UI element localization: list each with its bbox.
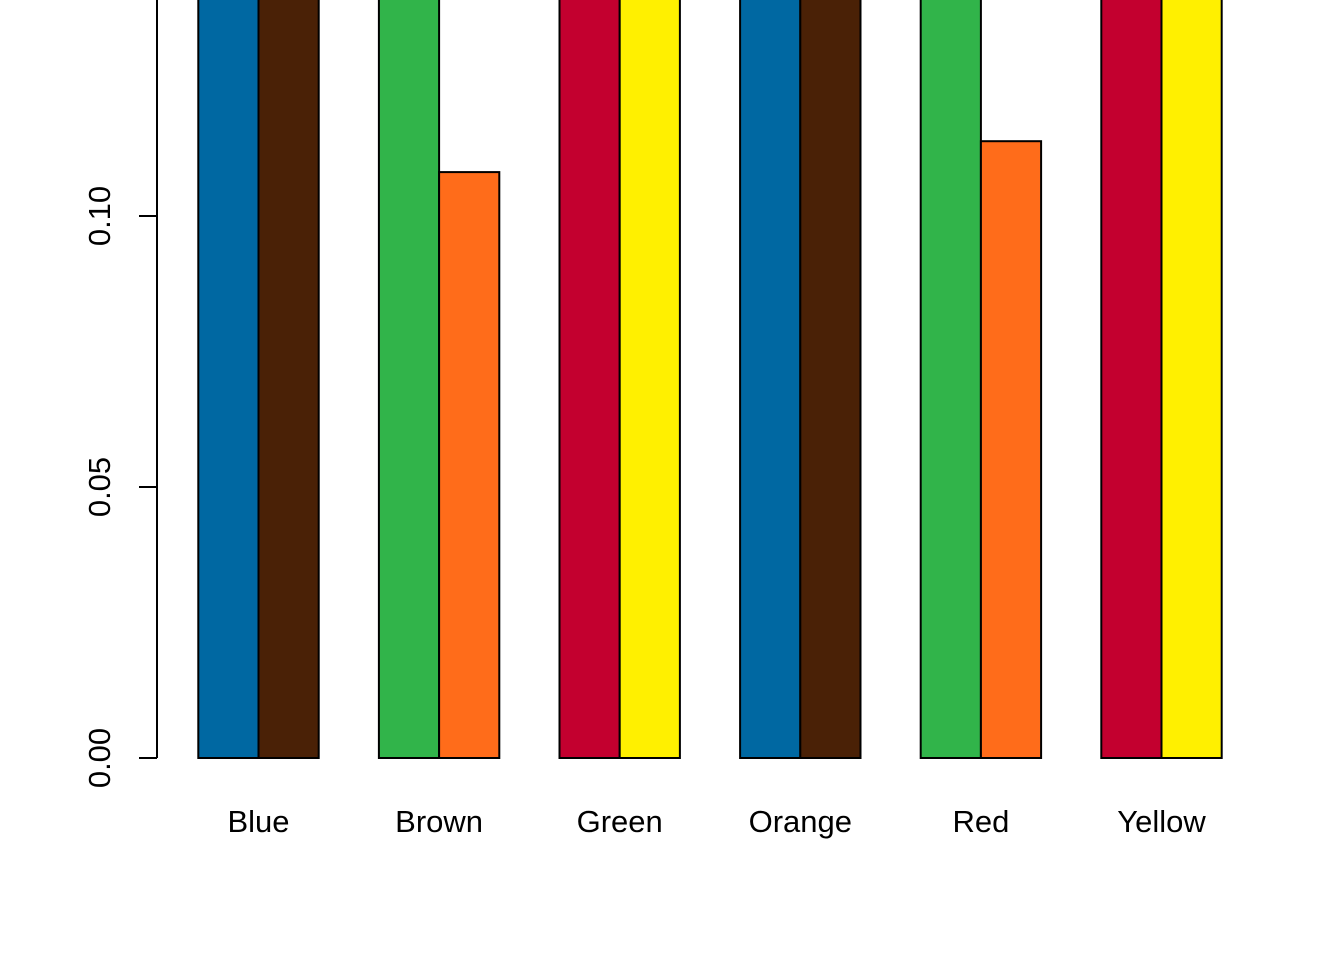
- bar-orange-1: [739, 0, 802, 760]
- bar-red-2: [979, 140, 1043, 759]
- y-axis: 0.000.050.100.150.20: [82, 0, 158, 788]
- bar-blue-1: [197, 0, 260, 759]
- bar-orange-2: [799, 0, 862, 759]
- bar-brown-2: [438, 171, 501, 760]
- x-axis-labels: Blue Brown Green Orange Red Yellow: [227, 804, 1206, 839]
- x-tick-label: Orange: [749, 804, 852, 839]
- y-tick-label: 0.10: [82, 186, 117, 246]
- y-tick-label: 0.00: [82, 728, 117, 788]
- bar-red-1: [919, 0, 982, 760]
- bars-layer: [197, 0, 1223, 760]
- x-tick-label: Brown: [395, 804, 483, 839]
- bar-green-1: [558, 0, 621, 760]
- bar-yellow-1: [1100, 0, 1163, 760]
- x-tick-label: Yellow: [1117, 804, 1206, 839]
- y-tick-label: 0.05: [82, 457, 117, 517]
- x-tick-label: Red: [952, 804, 1009, 839]
- x-tick-label: Green: [577, 804, 663, 839]
- bar-blue-2: [257, 0, 320, 760]
- bar-yellow-2: [1160, 0, 1223, 760]
- x-tick-label: Blue: [227, 804, 289, 839]
- bar-brown-1: [377, 0, 441, 760]
- bar-green-2: [618, 0, 681, 759]
